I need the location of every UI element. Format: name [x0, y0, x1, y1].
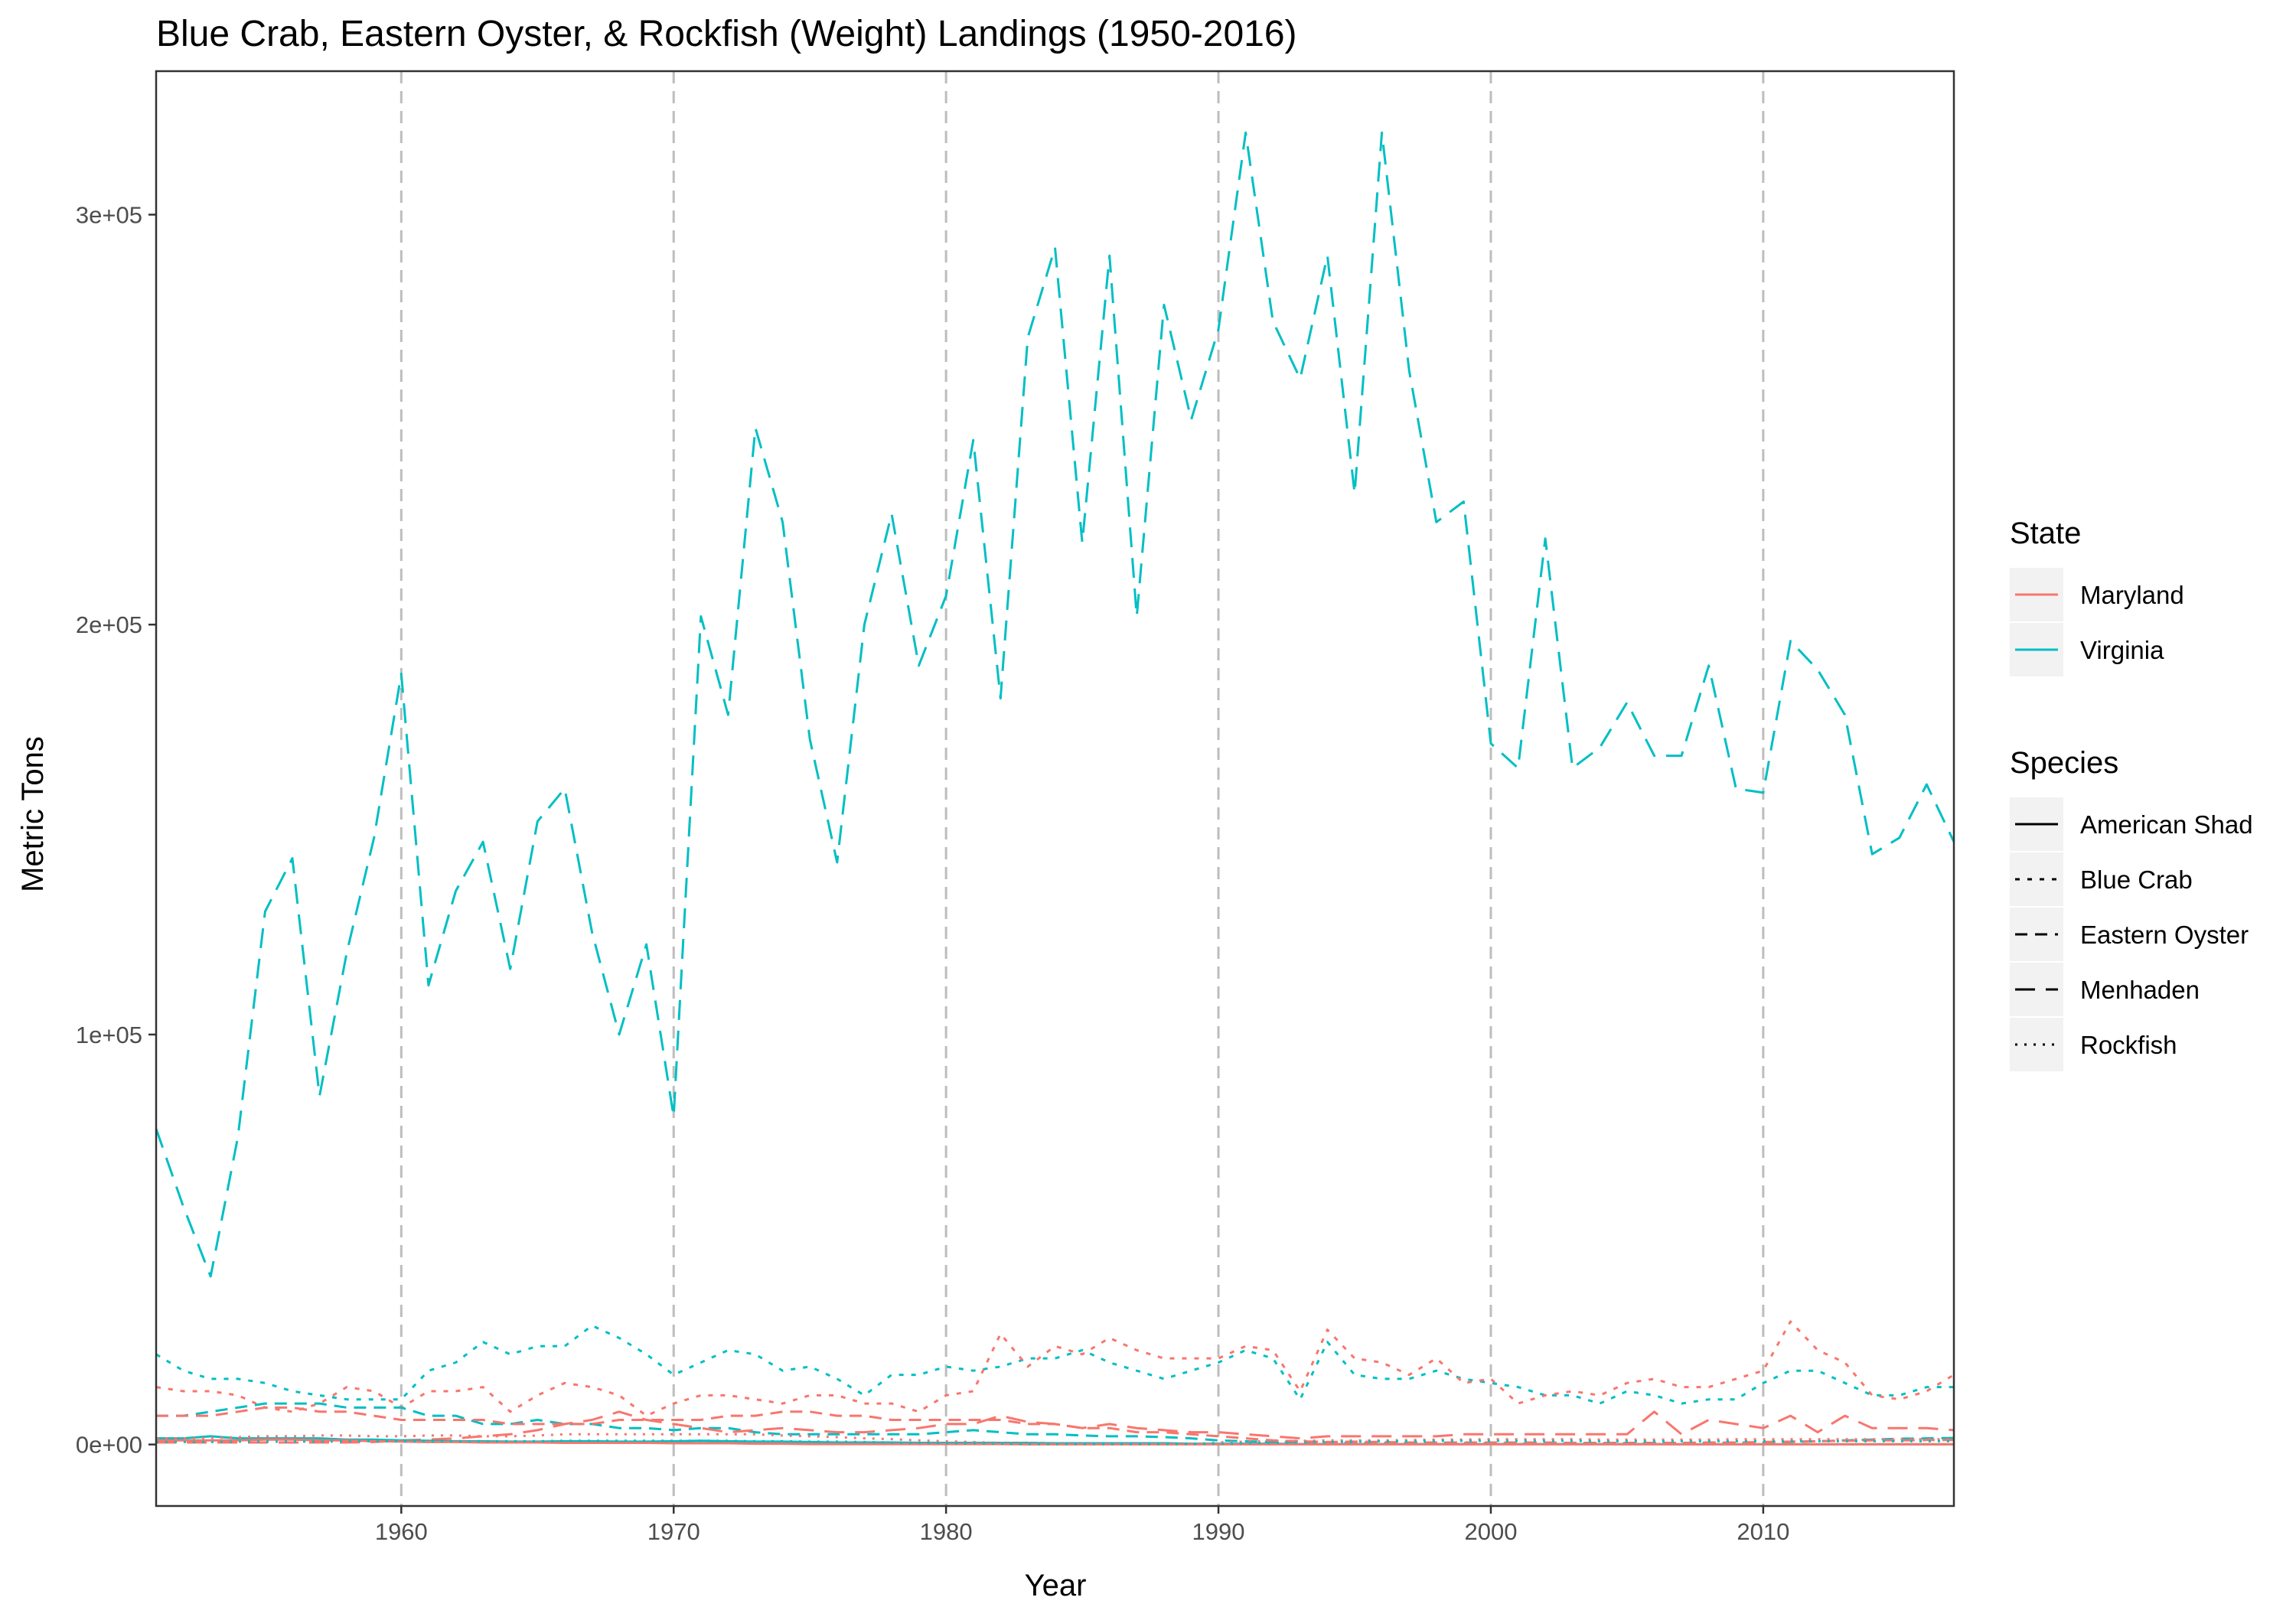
x-tick-label: 2000	[1464, 1518, 1517, 1545]
chart-title: Blue Crab, Eastern Oyster, & Rockfish (W…	[156, 14, 1297, 54]
legend-label-rockfish: Rockfish	[2080, 1031, 2177, 1059]
x-tick-label: 1990	[1192, 1518, 1245, 1545]
y-axis-title: Metric Tons	[16, 736, 50, 892]
x-axis: 1960 1970 1980 1990 2000 2010	[375, 1506, 1789, 1545]
x-tick-label: 1980	[920, 1518, 973, 1545]
x-tick-label: 1970	[647, 1518, 700, 1545]
y-axis: 0e+00 1e+05 2e+05 3e+05	[76, 202, 156, 1459]
x-tick-label: 1960	[375, 1518, 428, 1545]
legend-label-eastern-oyster: Eastern Oyster	[2080, 921, 2249, 949]
legend-label-american-shad: American Shad	[2080, 810, 2253, 839]
series-line-virginia-menhaden	[155, 131, 1955, 1278]
y-tick-label: 2e+05	[76, 611, 142, 638]
series-lines	[155, 131, 1955, 1446]
y-tick-label: 3e+05	[76, 202, 142, 229]
y-tick-label: 1e+05	[76, 1022, 142, 1048]
y-tick-label: 0e+00	[76, 1432, 142, 1459]
legend-title-state: State	[2010, 517, 2081, 550]
legend-label-virginia: Virginia	[2080, 636, 2164, 664]
legend-title-species: Species	[2010, 746, 2118, 780]
series-line-virginia-rockfish	[156, 1439, 1954, 1446]
series-line-virginia-blue-crab	[155, 1324, 1954, 1405]
legend-label-menhaden: Menhaden	[2080, 976, 2200, 1004]
x-gridlines	[400, 71, 1765, 1506]
x-axis-title: Year	[1025, 1569, 1087, 1602]
legend-key-background	[2010, 1018, 2063, 1071]
plot-panel-border	[155, 70, 1955, 1508]
legend-label-blue-crab: Blue Crab	[2080, 865, 2193, 894]
legend: State Maryland Virginia Species American Sha…	[2010, 517, 2253, 1071]
series-line-maryland-american-shad	[156, 1438, 1954, 1446]
series-line-maryland-rockfish	[156, 1433, 1954, 1446]
series-line-maryland-menhaden	[156, 1410, 1955, 1444]
plot-panel	[155, 70, 1955, 1508]
x-tick-label: 2010	[1737, 1518, 1789, 1545]
legend-label-maryland: Maryland	[2080, 581, 2184, 609]
plot-panel-background	[156, 71, 1954, 1506]
